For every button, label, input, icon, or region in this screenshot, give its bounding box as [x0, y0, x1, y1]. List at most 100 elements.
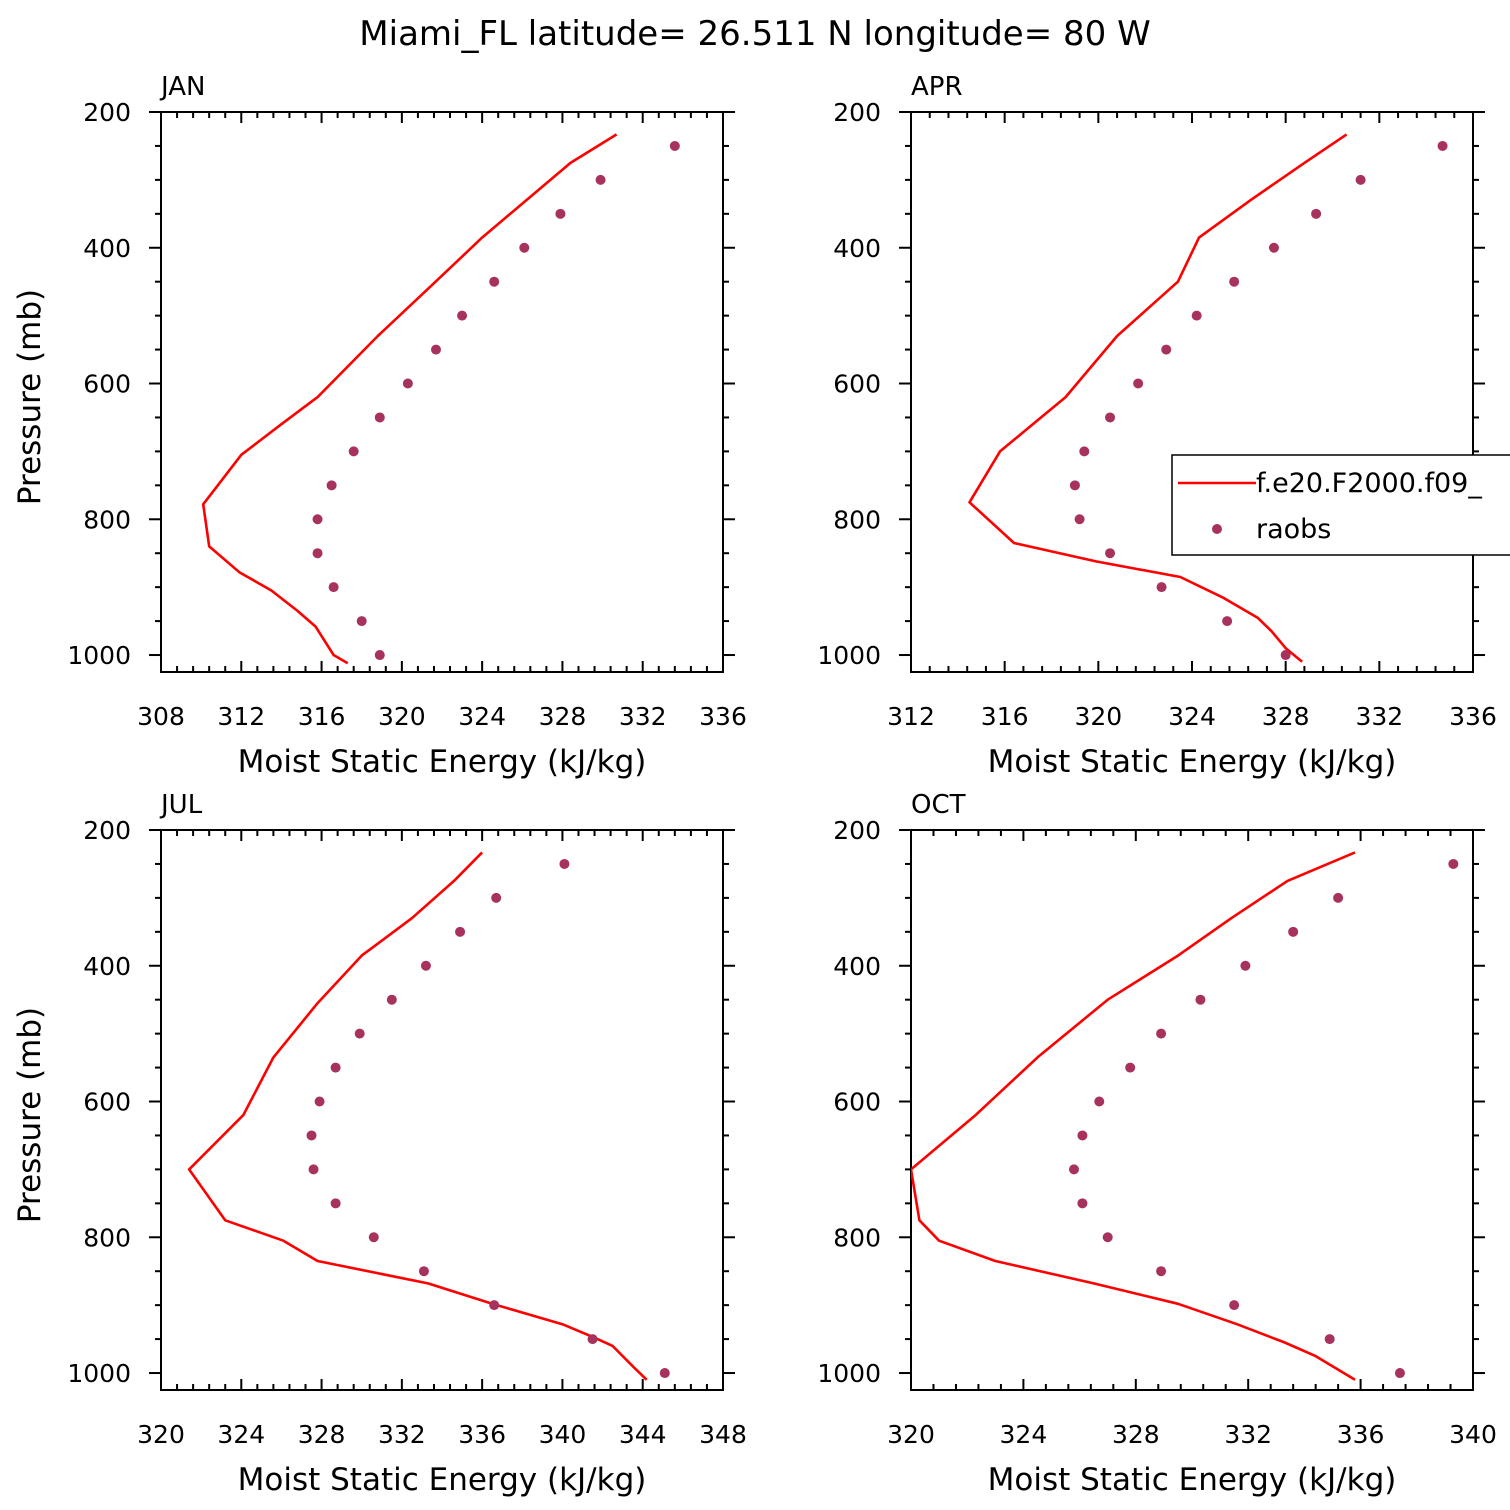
raobs-point	[330, 1198, 341, 1209]
panel-jan: JAN 308 312 316 320 324 328 332 336 200 400 600 800 1…	[12, 72, 747, 780]
raobs-point	[1240, 960, 1251, 971]
raobs-point	[312, 514, 323, 525]
y-tick-label: 800	[833, 1223, 881, 1252]
y-tick-label: 800	[83, 505, 131, 534]
raobs-point	[306, 1130, 317, 1141]
raobs-point	[1288, 926, 1299, 937]
raobs-point	[308, 1164, 319, 1175]
raobs-point	[1156, 1266, 1167, 1277]
model-profile-line	[201, 133, 618, 665]
y-tick-label: 600	[83, 1088, 131, 1117]
raobs-point	[354, 1028, 365, 1039]
raobs-point	[1077, 1130, 1088, 1141]
x-tick-label: 324	[1000, 1420, 1048, 1449]
raobs-point	[402, 378, 413, 389]
y-tick-label: 800	[833, 505, 881, 534]
raobs-point	[1355, 174, 1366, 185]
raobs-point	[356, 616, 367, 627]
y-axis-label: Pressure (mb)	[12, 1007, 48, 1223]
model-profile-line	[968, 133, 1348, 663]
raobs-point	[1222, 616, 1233, 627]
x-axis-label: Moist Static Energy (kJ/kg)	[238, 1462, 647, 1498]
raobs-point	[489, 276, 500, 287]
legend-box	[1171, 454, 1510, 556]
raobs-point	[587, 1334, 598, 1345]
raobs-point	[420, 960, 431, 971]
y-tick-label: 600	[833, 370, 881, 399]
raobs-point	[1125, 1062, 1136, 1073]
raobs-point	[559, 858, 570, 869]
figure-title: Miami_FL latitude= 26.511 N longitude= 8…	[359, 14, 1150, 54]
x-tick-label: 332	[619, 702, 667, 731]
raobs-point	[1280, 650, 1291, 661]
x-tick-label: 332	[1355, 702, 1403, 731]
panel-oct: OCT 320 324 328 332 336 340 200 400 600 800 1000 Moi…	[817, 790, 1496, 1498]
raobs-point	[595, 174, 606, 185]
plot-area	[201, 133, 680, 665]
raobs-point	[519, 242, 530, 253]
raobs-point	[491, 892, 502, 903]
plot-frame	[160, 829, 724, 1391]
raobs-point	[1333, 892, 1344, 903]
y-tick-label: 200	[83, 98, 131, 127]
x-tick-label: 340	[1449, 1420, 1497, 1449]
raobs-point	[1156, 582, 1167, 593]
raobs-point	[1195, 994, 1206, 1005]
model-profile-line	[187, 851, 648, 1381]
y-tick-label: 600	[83, 370, 131, 399]
raobs-point	[555, 208, 566, 219]
legend-entry: raobs	[1256, 514, 1331, 545]
raobs-point	[1324, 1334, 1335, 1345]
raobs-point	[1077, 1198, 1088, 1209]
x-tick-label: 328	[1262, 702, 1310, 731]
x-tick-label: 312	[887, 702, 935, 731]
raobs-point	[1268, 242, 1279, 253]
plot-area	[968, 133, 1448, 663]
raobs-point	[659, 1368, 670, 1379]
legend-marker-swatch	[1212, 524, 1222, 534]
raobs-point	[1229, 276, 1240, 287]
raobs-point	[1191, 310, 1202, 321]
raobs-point	[1394, 1368, 1405, 1379]
y-tick-label: 400	[83, 234, 131, 263]
x-tick-label: 328	[298, 1420, 346, 1449]
raobs-point	[326, 480, 337, 491]
y-tick-label: 200	[833, 816, 881, 845]
raobs-point	[1133, 378, 1144, 389]
raobs-point	[1068, 1164, 1079, 1175]
raobs-point	[1079, 446, 1090, 457]
plot-area	[187, 851, 670, 1381]
x-tick-label: 336	[1337, 1420, 1385, 1449]
x-tick-label: 348	[699, 1420, 747, 1449]
x-axis-label: Moist Static Energy (kJ/kg)	[238, 744, 647, 780]
x-tick-label: 320	[887, 1420, 935, 1449]
raobs-point	[1161, 344, 1172, 355]
raobs-point	[457, 310, 468, 321]
raobs-point	[1105, 548, 1116, 559]
x-tick-label: 320	[1074, 702, 1122, 731]
panels: JAN 308 312 316 320 324 328 332 336 200 400 600 800 1…	[12, 72, 1510, 1498]
raobs-point	[1074, 514, 1085, 525]
model-profile-line	[911, 851, 1356, 1381]
x-tick-label: 340	[539, 1420, 587, 1449]
panel-label: APR	[911, 72, 963, 102]
y-tick-label: 400	[833, 952, 881, 981]
y-tick-label: 600	[833, 1088, 881, 1117]
panel-label: OCT	[911, 790, 966, 820]
panel-label: JAN	[159, 72, 205, 102]
x-tick-label: 344	[619, 1420, 667, 1449]
x-tick-label: 336	[458, 1420, 506, 1449]
x-axis-label: Moist Static Energy (kJ/kg)	[988, 1462, 1397, 1498]
raobs-point	[374, 412, 385, 423]
plot-frame	[160, 111, 724, 673]
x-tick-label: 336	[1449, 702, 1497, 731]
y-tick-label: 200	[833, 98, 881, 127]
raobs-point	[328, 582, 339, 593]
panel-jul: JUL 320 324 328 332 336 340 344 348 200 400 600 800 1…	[12, 790, 747, 1498]
legend-entry: f.e20.F2000.f09_	[1256, 468, 1482, 499]
raobs-point	[1229, 1300, 1240, 1311]
x-tick-label: 324	[217, 1420, 265, 1449]
raobs-point	[489, 1300, 500, 1311]
y-tick-label: 1000	[67, 1359, 131, 1388]
raobs-point	[312, 548, 323, 559]
